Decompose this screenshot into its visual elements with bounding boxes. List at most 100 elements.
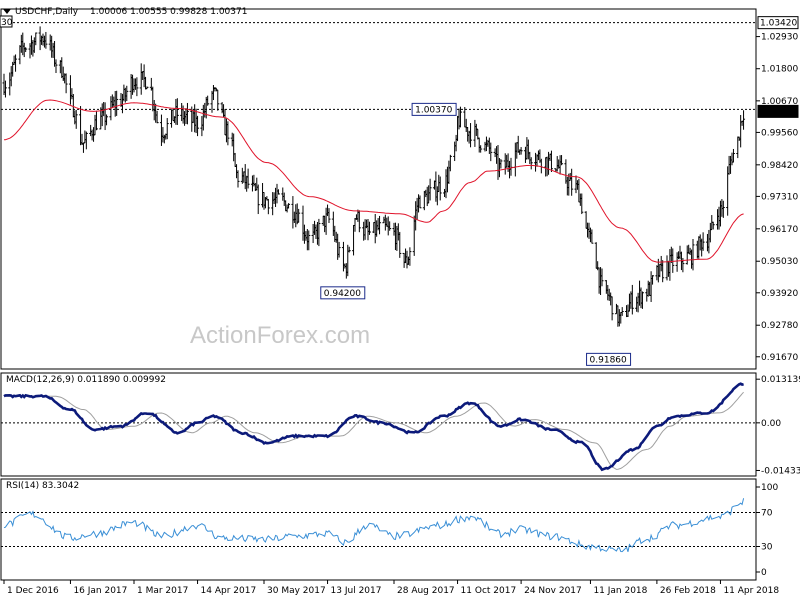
price-bar — [357, 210, 361, 233]
left-edge-price-tag — [0, 15, 13, 28]
pane-frames — [0, 8, 757, 581]
x-axis-labels: 1 Dec 2016 16 Jan 2017 1 Mar 2017 14 Apr 20… — [3, 580, 779, 596]
annotation-box — [586, 352, 632, 366]
price-bar — [246, 168, 250, 189]
price-bar — [428, 178, 432, 201]
price-bar — [327, 208, 331, 223]
price-bar — [479, 145, 483, 153]
annotation-box — [320, 286, 366, 300]
price-bar — [256, 184, 260, 215]
price-bar — [742, 110, 746, 130]
x-tick-label: 11 Apr 2018 — [723, 586, 779, 596]
x-tick-label: 14 Apr 2017 — [201, 586, 257, 596]
symbol-title: USDCHF,Daily — [15, 7, 79, 17]
price-y-tick-label: 1.02930 — [761, 33, 798, 43]
price-bar — [74, 109, 78, 129]
price-bar — [347, 246, 351, 253]
watermark: ActionForex.com — [190, 322, 370, 349]
macd-signal-line — [4, 391, 744, 470]
price-bar — [458, 106, 462, 128]
price-bar — [489, 142, 493, 162]
price-bar — [398, 231, 402, 258]
current-price-tag: 1.00370 — [760, 107, 797, 117]
price-bar — [14, 54, 18, 72]
price-bar — [388, 221, 392, 231]
price-bar — [317, 218, 321, 247]
price-bar — [337, 241, 341, 258]
price-bar — [367, 221, 371, 235]
price-bar — [499, 159, 503, 169]
x-tick-label: 24 Nov 2017 — [524, 586, 582, 596]
price-bar — [630, 284, 634, 315]
moving-average-line — [3, 99, 744, 263]
price-bar — [529, 157, 533, 170]
high-price-tag-box — [757, 16, 799, 30]
x-tick-label: 28 Aug 2017 — [397, 586, 455, 596]
macd-y-tick-label: 0.00 — [761, 419, 781, 429]
macd-title: MACD(12,26,9) 0.011890 0.009992 — [6, 375, 166, 385]
pane-frame-0 — [0, 8, 757, 370]
price-bar — [739, 114, 743, 148]
price-bar — [701, 232, 705, 251]
price-bar — [276, 189, 280, 195]
price-annotations: 1.00370 0.94200 0.91860 — [320, 102, 632, 366]
price-bar — [94, 110, 98, 131]
annotation-label: 1.00370 — [415, 105, 452, 115]
price-bar — [721, 200, 725, 218]
macd-y-tick-label: -0.014336 — [761, 466, 800, 476]
x-tick-label: 13 Jul 2017 — [331, 586, 382, 596]
price-bar — [661, 260, 665, 283]
price-bars — [2, 26, 746, 327]
x-tick-label: 16 Jan 2017 — [73, 586, 127, 596]
rsi-line — [3, 498, 745, 553]
price-y-tick-label: 0.99560 — [761, 128, 798, 138]
price-bar — [226, 121, 230, 146]
price-bar — [438, 176, 442, 201]
price-bar — [3, 80, 7, 98]
rsi-y-tick-label: 70 — [761, 509, 773, 519]
price-bar — [448, 154, 452, 172]
price-bar — [24, 47, 28, 53]
macd-pane — [3, 382, 744, 472]
x-tick-label: 1 Dec 2016 — [7, 586, 59, 596]
macd-line — [3, 382, 744, 472]
price-bar — [307, 230, 311, 251]
price-bar — [519, 147, 523, 155]
price-y-tick-label: 0.92780 — [761, 321, 798, 331]
price-bar — [206, 95, 210, 106]
price-bar — [155, 110, 159, 124]
price-bar — [408, 247, 412, 266]
dropdown-triangle-icon[interactable] — [3, 9, 11, 14]
price-bar — [175, 98, 179, 125]
price-y-tick-label: 0.93920 — [761, 289, 798, 299]
high-price-tag: 1.03420 — [760, 19, 797, 29]
price-y-tick-label: 0.95030 — [761, 257, 798, 267]
price-bar — [216, 89, 220, 111]
rsi-y-tick-label: 100 — [761, 483, 778, 493]
annotation-label: 0.94200 — [324, 289, 361, 299]
price-bar — [580, 193, 584, 215]
price-bar — [266, 198, 270, 215]
rsi-y-tick-label: 0 — [761, 568, 767, 578]
price-y-tick-label: 1.01800 — [761, 65, 798, 75]
price-y-tick-label: 1.00670 — [761, 97, 798, 107]
annotation-label: 0.91860 — [590, 355, 627, 365]
price-y-tick-label: 0.98420 — [761, 161, 798, 171]
price-bar — [469, 123, 473, 148]
rsi-y-tick-label: 30 — [761, 543, 773, 553]
price-bar — [731, 148, 735, 163]
rsi-pane — [3, 498, 745, 553]
price-bar — [145, 86, 149, 90]
x-tick-label: 1 Mar 2017 — [137, 586, 188, 596]
price-bar — [64, 73, 68, 94]
price-bar — [105, 114, 109, 126]
price-bar — [185, 102, 189, 125]
price-bar — [44, 31, 48, 49]
price-bar — [570, 168, 574, 196]
price-bar — [287, 203, 291, 209]
price-bar — [125, 85, 129, 102]
x-tick-label: 26 Feb 2018 — [660, 586, 716, 596]
y-axis-labels: 1.02930 1.01800 1.00670 0.99560 0.98420 0.973… — [756, 16, 800, 578]
annotation-box — [411, 102, 457, 116]
